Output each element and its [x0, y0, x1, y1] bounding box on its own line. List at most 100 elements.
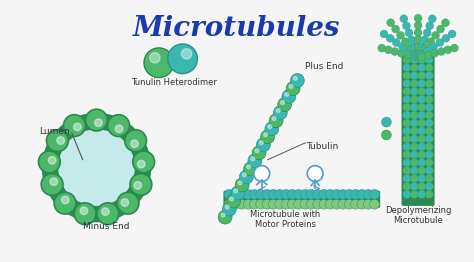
Circle shape: [95, 119, 102, 127]
Circle shape: [425, 143, 433, 151]
Circle shape: [414, 29, 422, 36]
Circle shape: [425, 63, 433, 72]
Circle shape: [237, 199, 246, 209]
Circle shape: [418, 127, 426, 135]
Circle shape: [410, 43, 418, 51]
Circle shape: [417, 50, 425, 58]
Circle shape: [428, 15, 436, 23]
Circle shape: [300, 189, 310, 199]
Circle shape: [425, 190, 433, 199]
Circle shape: [403, 182, 411, 190]
Circle shape: [338, 199, 348, 209]
Circle shape: [338, 189, 348, 199]
Text: Tunulin Heterodimer: Tunulin Heterodimer: [131, 79, 217, 88]
Circle shape: [425, 127, 433, 135]
Circle shape: [418, 174, 426, 183]
Circle shape: [403, 135, 411, 143]
Circle shape: [238, 181, 242, 185]
Circle shape: [425, 135, 433, 143]
Circle shape: [411, 50, 419, 58]
Circle shape: [410, 159, 419, 167]
Circle shape: [363, 199, 373, 209]
Circle shape: [242, 173, 246, 177]
Circle shape: [410, 103, 419, 111]
Circle shape: [397, 31, 404, 39]
Circle shape: [414, 43, 422, 51]
Circle shape: [422, 44, 430, 52]
Circle shape: [182, 49, 192, 59]
Circle shape: [387, 19, 395, 27]
Circle shape: [285, 92, 289, 96]
Circle shape: [418, 53, 426, 61]
Circle shape: [57, 137, 64, 144]
Circle shape: [380, 30, 388, 38]
Circle shape: [425, 166, 433, 175]
Text: Tubulin: Tubulin: [306, 142, 338, 151]
Circle shape: [248, 154, 262, 168]
Circle shape: [403, 159, 411, 167]
Circle shape: [403, 166, 411, 175]
Circle shape: [405, 47, 412, 55]
Circle shape: [237, 189, 246, 199]
Circle shape: [410, 72, 419, 80]
Circle shape: [406, 44, 414, 52]
Circle shape: [230, 199, 240, 209]
Circle shape: [410, 143, 419, 151]
Circle shape: [306, 199, 316, 209]
Circle shape: [251, 157, 255, 161]
Circle shape: [281, 199, 291, 209]
Circle shape: [403, 95, 411, 103]
Circle shape: [134, 182, 142, 189]
Circle shape: [268, 199, 278, 209]
Circle shape: [115, 125, 123, 133]
Circle shape: [282, 90, 296, 103]
Circle shape: [289, 85, 293, 89]
Circle shape: [403, 63, 411, 72]
Circle shape: [227, 194, 240, 208]
Circle shape: [332, 199, 342, 209]
Circle shape: [269, 114, 283, 128]
Circle shape: [254, 166, 270, 182]
Circle shape: [410, 190, 419, 199]
Circle shape: [410, 87, 419, 96]
Circle shape: [332, 189, 342, 199]
Circle shape: [418, 79, 426, 88]
Text: Microtubules: Microtubules: [133, 15, 341, 42]
Circle shape: [287, 189, 297, 199]
Circle shape: [244, 162, 257, 176]
Circle shape: [418, 190, 426, 199]
Circle shape: [425, 56, 433, 64]
Circle shape: [442, 34, 450, 42]
Circle shape: [256, 138, 270, 152]
Circle shape: [256, 189, 265, 199]
Circle shape: [438, 48, 445, 56]
Circle shape: [108, 115, 129, 137]
Circle shape: [418, 51, 426, 59]
Circle shape: [255, 149, 259, 153]
Circle shape: [403, 56, 411, 64]
Circle shape: [218, 210, 232, 224]
Circle shape: [50, 178, 58, 185]
Text: Minus End: Minus End: [83, 222, 130, 231]
Circle shape: [392, 25, 400, 33]
Circle shape: [225, 205, 229, 209]
Circle shape: [235, 178, 249, 192]
Circle shape: [416, 50, 423, 58]
Circle shape: [262, 189, 272, 199]
Circle shape: [382, 117, 392, 127]
Circle shape: [418, 119, 426, 127]
Circle shape: [418, 135, 426, 143]
Circle shape: [418, 87, 426, 96]
Circle shape: [425, 119, 433, 127]
Circle shape: [450, 44, 458, 52]
Circle shape: [357, 189, 367, 199]
Circle shape: [363, 189, 373, 199]
Circle shape: [410, 119, 419, 127]
Circle shape: [403, 111, 411, 119]
Circle shape: [344, 199, 354, 209]
Circle shape: [370, 199, 380, 209]
Circle shape: [425, 182, 433, 190]
Circle shape: [168, 44, 198, 74]
Circle shape: [410, 182, 419, 190]
Circle shape: [86, 109, 108, 131]
